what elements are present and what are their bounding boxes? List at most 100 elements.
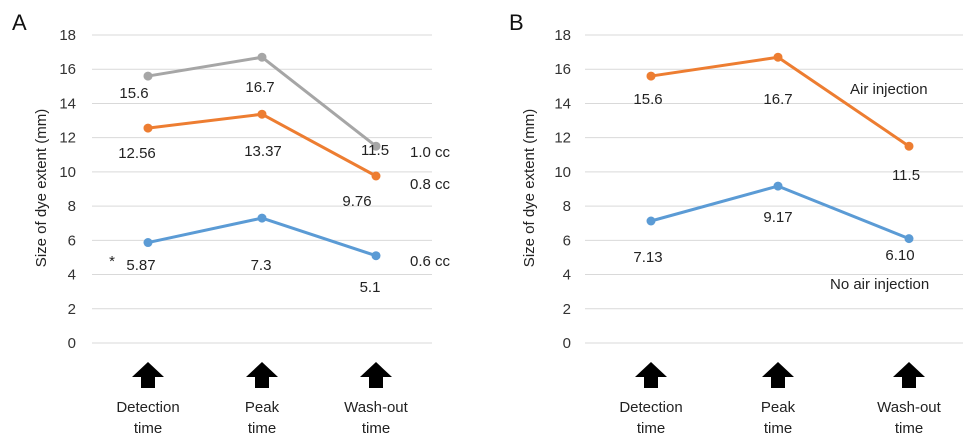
y-tick-label: 2 [563,301,571,318]
series-labels-a: 1.0 cc 0.8 cc 0.6 cc [410,144,451,270]
data-label-a-s2-p1: 7.3 [251,257,272,274]
category-wash-out-time-b: Wash-out time [877,362,942,437]
category-label-line1: Peak [761,399,796,416]
y-tick-label: 12 [59,130,76,147]
data-point [143,123,153,133]
category-label-line1: Wash-out [877,399,941,416]
series-labels-b: Air injection No air injection [830,81,929,293]
up-arrow-icon [893,362,925,388]
data-label-a-s1-p1: 13.37 [244,143,282,160]
y-tick-label: 2 [68,301,76,318]
annotation-asterisk: * [109,253,115,270]
category-peak-time-b: Peak time [761,362,796,437]
category-label-line1: Wash-out [344,399,408,416]
y-tick-label: 6 [563,232,571,249]
y-tick-label: 0 [68,335,76,352]
panel-b: B Size of dye extent (mm) 0 2 4 6 8 10 12 14 16 1… [509,10,963,437]
series-line [147,216,377,258]
series-line [147,55,377,148]
y-tick-label: 8 [68,198,76,215]
data-point [773,52,783,62]
data-point [257,52,267,62]
category-label-line1: Peak [245,399,280,416]
category-detection-time-a: Detection time [116,362,180,437]
y-tick-label: 18 [554,27,571,44]
up-arrow-icon [635,362,667,388]
category-label-line2: time [895,420,923,437]
data-label-b-s1-p0: 7.13 [633,249,662,266]
data-points-a [143,52,381,261]
data-point [371,251,381,261]
series-label-air-injection: Air injection [850,81,928,98]
data-point [904,141,914,151]
y-tick-label: 16 [554,61,571,78]
data-label-a-s1-p2: 9.76 [342,193,371,210]
y-tick-label: 14 [554,95,571,112]
category-peak-time-a: Peak time [245,362,280,437]
data-label-b-s1-p1: 9.17 [763,209,792,226]
category-label-line1: Detection [619,399,682,416]
data-point [143,71,153,81]
series-label-no-air-injection: No air injection [830,276,929,293]
category-label-line1: Detection [116,399,179,416]
category-label-line2: time [248,420,276,437]
y-tick-label: 16 [59,61,76,78]
panel-letter-a: A [12,10,27,35]
y-tick-label: 6 [68,232,76,249]
gridlines-b [585,34,963,344]
data-points-b [646,52,914,244]
category-axis-b: Detection time Peak time Wash-out time [619,362,942,437]
category-label-line2: time [637,420,665,437]
data-label-b-s0-p2: 11.5 [892,167,920,184]
y-tick-labels-b: 0 2 4 6 8 10 12 14 16 18 [554,27,571,352]
y-tick-label: 18 [59,27,76,44]
data-point [371,141,381,151]
data-label-b-s1-p2: 6.10 [885,247,914,264]
category-wash-out-time-a: Wash-out time [344,362,409,437]
series-label-1-0-cc: 1.0 cc [410,144,451,161]
up-arrow-icon [246,362,278,388]
data-labels-b: 15.6 16.7 11.5 7.13 9.17 6.10 [633,91,920,266]
data-labels-a: 15.6 16.7 11.5 12.56 13.37 9.76 5.87 7.3… [109,79,389,296]
data-label-b-s0-p0: 15.6 [633,91,662,108]
panel-letter-b: B [509,10,524,35]
y-tick-label: 12 [554,130,571,147]
category-axis-a: Detection time Peak time Wash-out time [116,362,409,437]
series-label-0-8-cc: 0.8 cc [410,176,451,193]
y-tick-labels-a: 0 2 4 6 8 10 12 14 16 18 [59,27,76,352]
y-tick-label: 10 [554,164,571,181]
data-label-a-s0-p1: 16.7 [245,79,274,96]
panel-a: A Size of dye extent (mm) 0 2 4 6 8 10 12 14 16 1… [12,10,451,437]
y-tick-label: 10 [59,164,76,181]
series-label-0-6-cc: 0.6 cc [410,253,451,270]
y-tick-label: 8 [563,198,571,215]
up-arrow-icon [360,362,392,388]
data-point [646,71,656,81]
data-point [371,171,381,181]
y-axis-label-a: Size of dye extent (mm) [33,109,50,267]
data-point [646,216,656,226]
y-tick-label: 0 [563,335,571,352]
up-arrow-icon [762,362,794,388]
y-tick-label: 4 [563,267,571,284]
data-label-a-s0-p2: 11.5 [361,142,389,159]
up-arrow-icon [132,362,164,388]
data-label-a-s1-p0: 12.56 [118,145,156,162]
data-label-a-s2-p2: 5.1 [360,279,381,296]
category-label-line2: time [764,420,792,437]
category-detection-time-b: Detection time [619,362,683,437]
category-label-line2: time [362,420,390,437]
data-point [904,234,914,244]
y-axis-label-b: Size of dye extent (mm) [521,109,538,267]
data-point [257,109,267,119]
data-point [143,238,153,248]
data-label-a-s0-p0: 15.6 [119,85,148,102]
data-point [773,181,783,191]
data-point [257,213,267,223]
data-label-b-s0-p1: 16.7 [763,91,792,108]
y-tick-label: 14 [59,95,76,112]
category-label-line2: time [134,420,162,437]
data-label-a-s2-p0: 5.87 [126,257,155,274]
y-tick-label: 4 [68,267,76,284]
